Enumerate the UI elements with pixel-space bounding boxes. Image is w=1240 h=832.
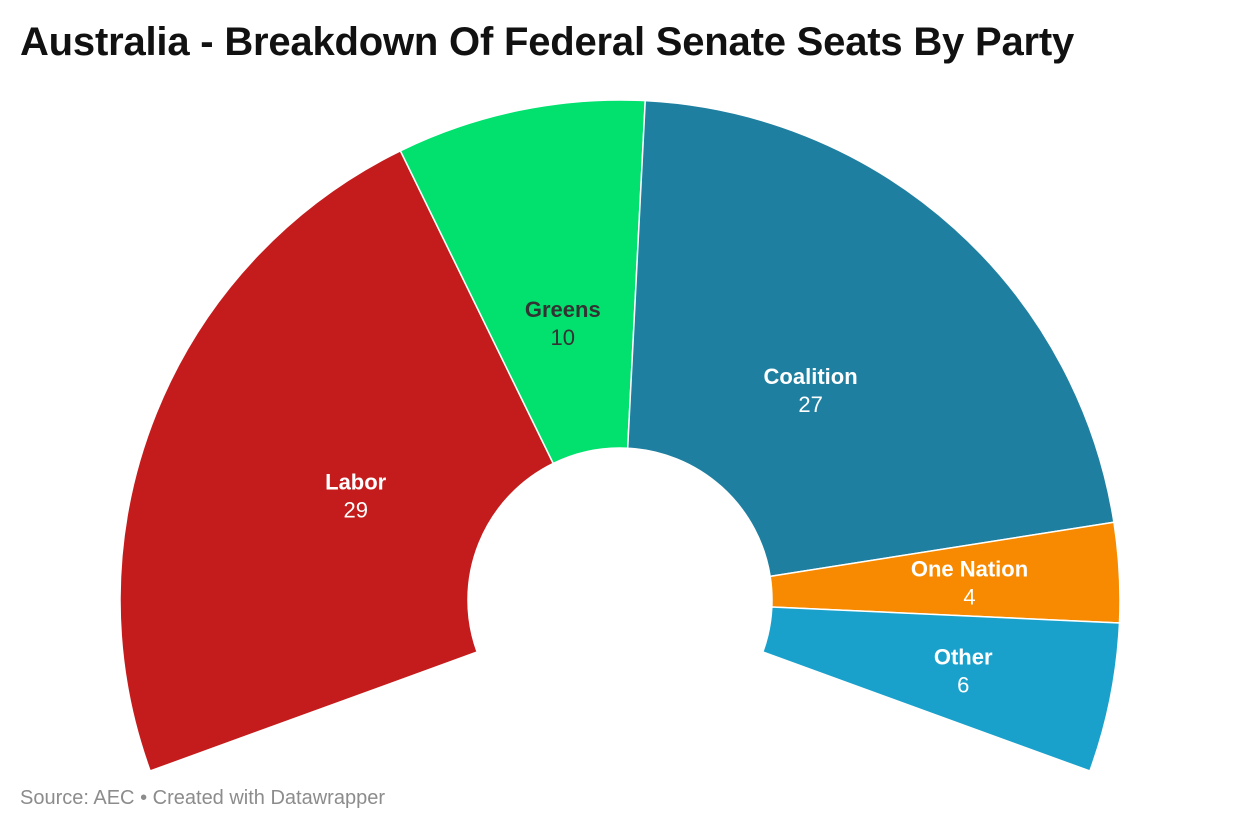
label-other-name: Other xyxy=(934,645,993,670)
footer-separator: • xyxy=(140,787,148,809)
slice-other[interactable] xyxy=(761,606,1121,772)
label-one-nation-name: One Nation xyxy=(911,557,1028,582)
label-labor-value: 29 xyxy=(343,497,367,522)
label-greens-name: Greens xyxy=(525,297,601,322)
slice-labor[interactable] xyxy=(119,149,555,772)
label-coalition-name: Coalition xyxy=(764,364,858,389)
label-coalition-value: 27 xyxy=(798,392,822,417)
label-one-nation-value: 4 xyxy=(963,585,975,610)
label-other-value: 6 xyxy=(957,673,969,698)
chart-footer: Source: AEC • Created with Datawrapper xyxy=(20,787,385,810)
chart-title: Australia - Breakdown Of Federal Senate … xyxy=(20,20,1075,64)
label-greens-value: 10 xyxy=(551,325,575,350)
slice-coalition[interactable] xyxy=(626,99,1115,578)
slice-greens[interactable] xyxy=(399,99,647,465)
source-label: Source: AEC xyxy=(20,787,135,809)
label-labor-name: Labor xyxy=(325,469,387,494)
credit-label: Created with Datawrapper xyxy=(152,787,385,809)
